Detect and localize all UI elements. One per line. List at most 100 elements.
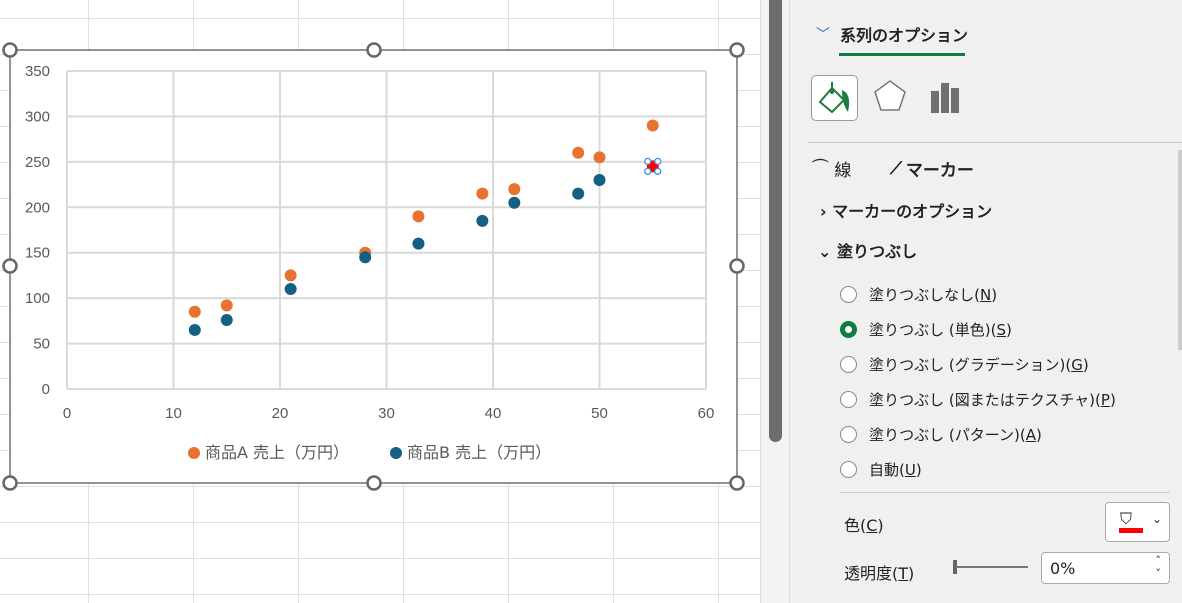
data-points: [188, 119, 662, 336]
radio-label: 塗りつぶし (図またはテクスチャ)(P): [869, 391, 1116, 409]
tab-line-label: 線: [834, 161, 852, 181]
point-selection-handle[interactable]: [654, 157, 662, 166]
effects-pentagon-icon[interactable]: [872, 78, 908, 122]
transparency-slider-track[interactable]: [956, 566, 1028, 568]
data-point[interactable]: [593, 151, 606, 164]
resize-handle[interactable]: [729, 42, 745, 58]
fill-label: 塗りつぶし: [836, 242, 918, 261]
x-tick-label: 0: [63, 405, 71, 422]
point-selection-handle[interactable]: [644, 157, 652, 166]
radio-label: 塗りつぶし (単色)(S): [869, 321, 1012, 339]
y-tick-label: 150: [25, 245, 50, 262]
axis-tick-labels: 0 50 100 150 200 250 300 350 0 10 20 30 40 50 60: [25, 63, 714, 422]
x-tick-label: 20: [272, 405, 289, 422]
pane-scrollbar[interactable]: [1178, 150, 1182, 350]
y-tick-label: 250: [25, 154, 50, 171]
transparency-slider-handle[interactable]: [953, 560, 957, 574]
divider: [840, 492, 1170, 493]
data-point[interactable]: [508, 196, 521, 209]
chevron-down-icon[interactable]: ﹀: [816, 27, 830, 43]
transparency-input[interactable]: 0% ˄ ˅: [1041, 552, 1170, 584]
data-point[interactable]: [220, 299, 233, 312]
legend: 商品A 売上（万円） 商品B 売上（万円）: [188, 443, 551, 462]
fill-section-toggle[interactable]: ⌄ 塗りつぶし: [818, 238, 917, 262]
marker-line-icon: ⟋: [890, 158, 902, 179]
point-selection-handle[interactable]: [654, 167, 662, 176]
spinner-icon[interactable]: ˄ ˅: [1155, 554, 1162, 580]
x-tick-label: 50: [591, 405, 608, 422]
x-tick-label: 40: [485, 405, 502, 422]
radio-circle[interactable]: [840, 426, 857, 443]
chart-area[interactable]: [9, 49, 738, 484]
paint-bucket-icon: ⛉: [1120, 509, 1133, 528]
resize-handle[interactable]: [366, 475, 382, 491]
gridlines: [66, 70, 707, 390]
fill-option-radio[interactable]: 塗りつぶし (パターン)(A): [840, 424, 1042, 445]
data-point[interactable]: [412, 210, 425, 223]
series-options-bar-icon[interactable]: [930, 82, 962, 118]
vertical-scrollbar[interactable]: [760, 0, 790, 603]
fill-option-radio[interactable]: 塗りつぶし (グラデーション)(G): [840, 354, 1089, 375]
section-underline: [839, 53, 965, 56]
fill-option-radio[interactable]: 塗りつぶし (単色)(S): [840, 319, 1012, 340]
tab-marker-label: マーカー: [905, 161, 974, 181]
scatter-chart[interactable]: 0 50 100 150 200 250 300 350 0 10 20 30 40 50 60 商品A 売…: [0, 0, 760, 603]
radio-label: 塗りつぶしなし(N): [869, 286, 998, 304]
fill-option-radio[interactable]: 塗りつぶし (図またはテクスチャ)(P): [840, 389, 1116, 410]
resize-handle[interactable]: [2, 258, 18, 274]
data-point[interactable]: [572, 146, 585, 159]
radio-circle[interactable]: [840, 461, 857, 478]
color-picker-button[interactable]: ⛉ ⌄: [1105, 502, 1170, 542]
legend-label[interactable]: 商品B 売上（万円）: [407, 443, 551, 462]
legend-label[interactable]: 商品A 売上（万円）: [205, 443, 349, 462]
point-selection-handle[interactable]: [644, 167, 652, 176]
resize-handle[interactable]: [2, 42, 18, 58]
format-data-series-pane: ﹀ 系列のオプション ⏜ 線 ⟋ マーカー › マーカーのオプション ⌄ 塗りつぶし…: [790, 0, 1182, 603]
x-tick-label: 30: [378, 405, 395, 422]
chevron-down-icon: ⌄: [1152, 512, 1163, 526]
section-title[interactable]: 系列のオプション: [840, 26, 969, 45]
data-point[interactable]: [412, 237, 425, 250]
data-point[interactable]: [188, 305, 201, 318]
resize-handle[interactable]: [2, 475, 18, 491]
data-point[interactable]: [284, 269, 297, 282]
marker-options-toggle[interactable]: › マーカーのオプション: [820, 198, 992, 222]
radio-label: 塗りつぶし (グラデーション)(G): [869, 356, 1089, 374]
data-point[interactable]: [476, 214, 489, 227]
tab-marker[interactable]: ⟋ マーカー: [890, 156, 974, 182]
divider: [808, 142, 1182, 143]
y-tick-label: 100: [25, 290, 50, 307]
data-point[interactable]: [508, 183, 521, 196]
resize-handle[interactable]: [729, 258, 745, 274]
radio-circle[interactable]: [840, 321, 857, 338]
data-point[interactable]: [284, 283, 297, 296]
transparency-label: 透明度(T): [844, 564, 915, 583]
fill-line-icon[interactable]: [811, 75, 858, 121]
scrollbar-thumb[interactable]: [769, 0, 782, 442]
data-point[interactable]: [188, 323, 201, 336]
radio-label: 自動(U): [869, 461, 922, 479]
data-point[interactable]: [593, 174, 606, 187]
y-tick-label: 200: [25, 199, 50, 216]
radio-circle[interactable]: [840, 286, 857, 303]
selection-handles: [2, 42, 745, 491]
data-point[interactable]: [476, 187, 489, 200]
y-tick-label: 0: [42, 381, 50, 398]
fill-option-radio[interactable]: 塗りつぶしなし(N): [840, 284, 997, 305]
data-point[interactable]: [646, 119, 659, 132]
chevron-down-icon: ⌄: [818, 242, 832, 261]
radio-circle[interactable]: [840, 391, 857, 408]
data-point[interactable]: [572, 187, 585, 200]
tab-line[interactable]: ⏜ 線: [812, 156, 852, 182]
y-tick-label: 300: [25, 108, 50, 125]
data-point[interactable]: [220, 313, 233, 326]
line-icon: ⏜: [812, 158, 829, 179]
radio-circle[interactable]: [840, 356, 857, 373]
y-tick-label: 350: [25, 63, 50, 80]
data-point[interactable]: [359, 251, 372, 264]
y-tick-label: 50: [33, 336, 50, 353]
color-label: 色(C): [844, 516, 884, 535]
resize-handle[interactable]: [729, 475, 745, 491]
fill-option-radio[interactable]: 自動(U): [840, 459, 922, 480]
resize-handle[interactable]: [366, 42, 382, 58]
